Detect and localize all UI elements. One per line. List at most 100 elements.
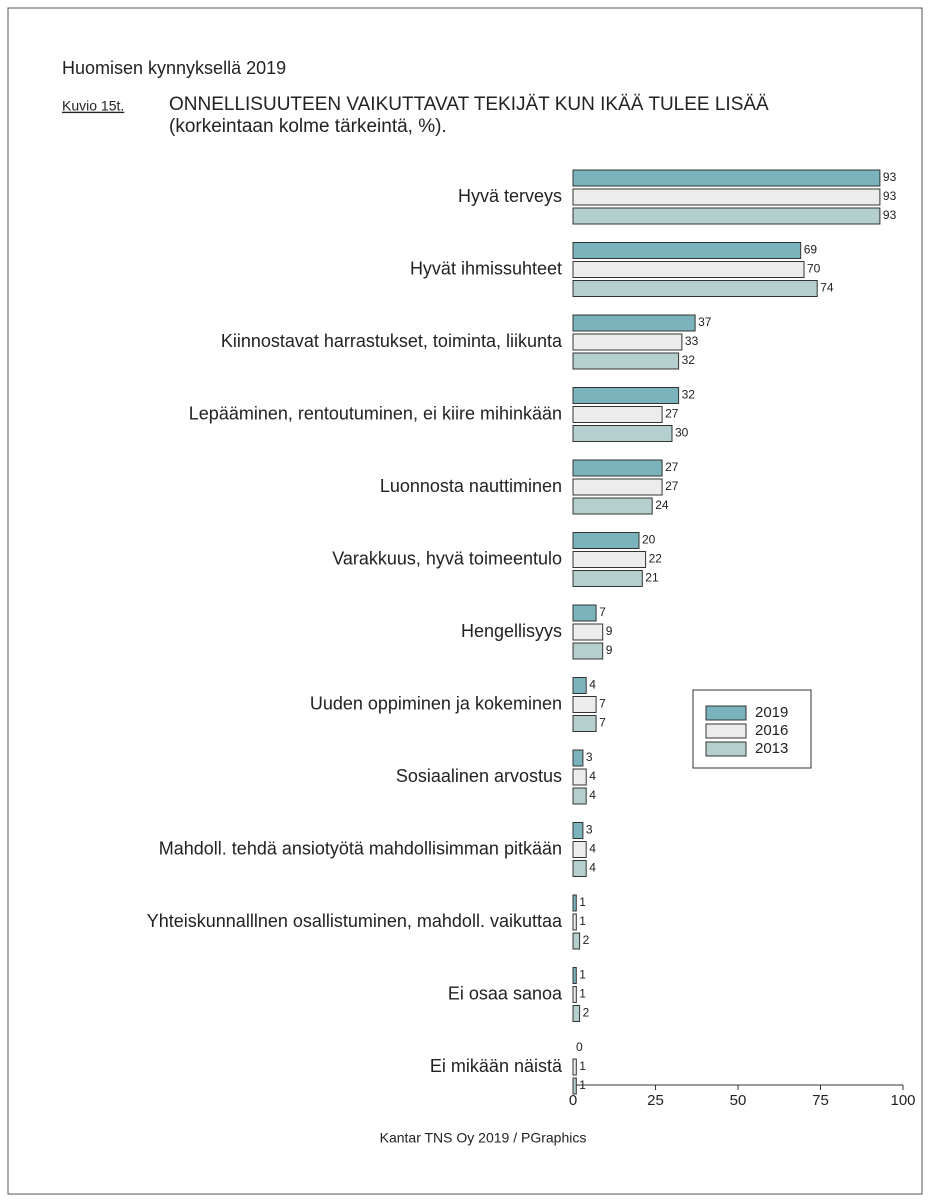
chart-title: ONNELLISUUTEEN VAIKUTTAVAT TEKIJÄT KUN I… xyxy=(169,94,769,115)
bar xyxy=(572,280,818,297)
category-label: Hyvät ihmissuhteet xyxy=(410,258,562,278)
category-label: Ei mikään näistä xyxy=(430,1056,563,1076)
value-label: 32 xyxy=(682,353,696,367)
bar xyxy=(572,894,577,912)
bar xyxy=(572,787,587,805)
bar xyxy=(572,425,673,442)
bar xyxy=(572,169,881,187)
value-label: 93 xyxy=(883,170,897,184)
bar xyxy=(572,986,577,1003)
bar xyxy=(572,1005,581,1022)
value-label: 7 xyxy=(599,716,606,730)
chart-subtitle: (korkeintaan kolme tärkeintä, %). xyxy=(169,116,447,137)
x-tick-label: 25 xyxy=(647,1092,664,1109)
bar xyxy=(572,1058,577,1076)
bar xyxy=(572,551,647,568)
bar xyxy=(572,387,680,404)
value-label: 7 xyxy=(599,605,606,619)
value-label: 70 xyxy=(807,262,821,276)
bar xyxy=(572,913,577,931)
value-label: 1 xyxy=(579,1059,586,1073)
bar xyxy=(572,623,604,641)
x-tick-label: 75 xyxy=(812,1092,829,1109)
bar xyxy=(572,932,581,950)
legend-label: 2013 xyxy=(755,740,788,757)
frame xyxy=(7,7,923,1195)
legend-swatch xyxy=(705,705,747,721)
legend-label: 2016 xyxy=(755,722,788,739)
bar xyxy=(572,314,696,332)
value-label: 69 xyxy=(804,243,818,257)
bar xyxy=(572,406,663,423)
value-label: 21 xyxy=(645,571,659,585)
value-label: 27 xyxy=(665,460,679,474)
bar xyxy=(572,261,805,278)
value-label: 4 xyxy=(589,861,596,875)
bar xyxy=(572,1077,577,1095)
bar xyxy=(572,967,577,984)
value-label: 22 xyxy=(649,552,663,566)
value-label: 27 xyxy=(665,479,679,493)
category-label: Hyvä terveys xyxy=(458,186,562,206)
legend-swatch xyxy=(705,723,747,739)
category-label: Hengellisyys xyxy=(461,621,562,641)
category-label: Yhteiskunnalllnen osallistuminen, mahdol… xyxy=(147,911,563,931)
value-label: 1 xyxy=(579,1078,586,1092)
value-label: 7 xyxy=(599,697,606,711)
value-label: 0 xyxy=(576,1040,583,1054)
bar xyxy=(572,207,881,225)
category-label: Sosiaalinen arvostus xyxy=(396,766,562,786)
value-label: 2 xyxy=(583,1006,590,1020)
value-label: 9 xyxy=(606,643,613,657)
value-label: 3 xyxy=(586,750,593,764)
bar xyxy=(572,532,640,549)
value-label: 4 xyxy=(589,769,596,783)
legend-label: 2019 xyxy=(755,704,788,721)
value-label: 4 xyxy=(589,678,596,692)
category-label: Varakkuus, hyvä toimeentulo xyxy=(332,548,562,568)
value-label: 4 xyxy=(589,842,596,856)
source: Kantar TNS Oy 2019 / PGraphics xyxy=(380,1130,587,1146)
bar xyxy=(572,768,587,786)
category-label: Luonnosta nauttiminen xyxy=(380,476,562,496)
x-tick-label: 50 xyxy=(730,1092,747,1109)
bar xyxy=(572,478,663,496)
value-label: 9 xyxy=(606,624,613,638)
category-label: Kiinnostavat harrastukset, toiminta, lii… xyxy=(221,331,563,351)
bar xyxy=(572,841,587,858)
category-label: Mahdoll. tehdä ansiotyötä mahdollisimman… xyxy=(159,838,562,858)
header: Huomisen kynnyksellä 2019 xyxy=(62,58,286,78)
value-label: 37 xyxy=(698,315,712,329)
value-label: 30 xyxy=(675,426,689,440)
bar xyxy=(572,188,881,206)
bar xyxy=(572,497,653,515)
bar xyxy=(572,822,584,839)
value-label: 1 xyxy=(579,895,586,909)
value-label: 20 xyxy=(642,533,656,547)
figure-label: Kuvio 15t. xyxy=(62,98,124,114)
x-tick-label: 0 xyxy=(569,1092,577,1109)
value-label: 24 xyxy=(655,498,669,512)
bar xyxy=(572,677,587,694)
bar xyxy=(572,570,643,587)
category-label: Uuden oppiminen ja kokeminen xyxy=(310,693,562,713)
x-tick-label: 100 xyxy=(890,1092,915,1109)
bar xyxy=(572,860,587,877)
bar xyxy=(572,749,584,767)
value-label: 27 xyxy=(665,407,679,421)
bar xyxy=(572,642,604,660)
value-label: 93 xyxy=(883,189,897,203)
value-label: 33 xyxy=(685,334,699,348)
category-label: Ei osaa sanoa xyxy=(448,983,563,1003)
value-label: 1 xyxy=(579,968,586,982)
value-label: 1 xyxy=(579,987,586,1001)
category-label: Lepääminen, rentoutuminen, ei kiire mihi… xyxy=(189,403,562,423)
legend-swatch xyxy=(705,741,747,757)
value-label: 1 xyxy=(579,914,586,928)
bar xyxy=(572,242,802,259)
bar xyxy=(572,333,683,351)
bar xyxy=(572,352,680,370)
bar xyxy=(572,715,597,732)
